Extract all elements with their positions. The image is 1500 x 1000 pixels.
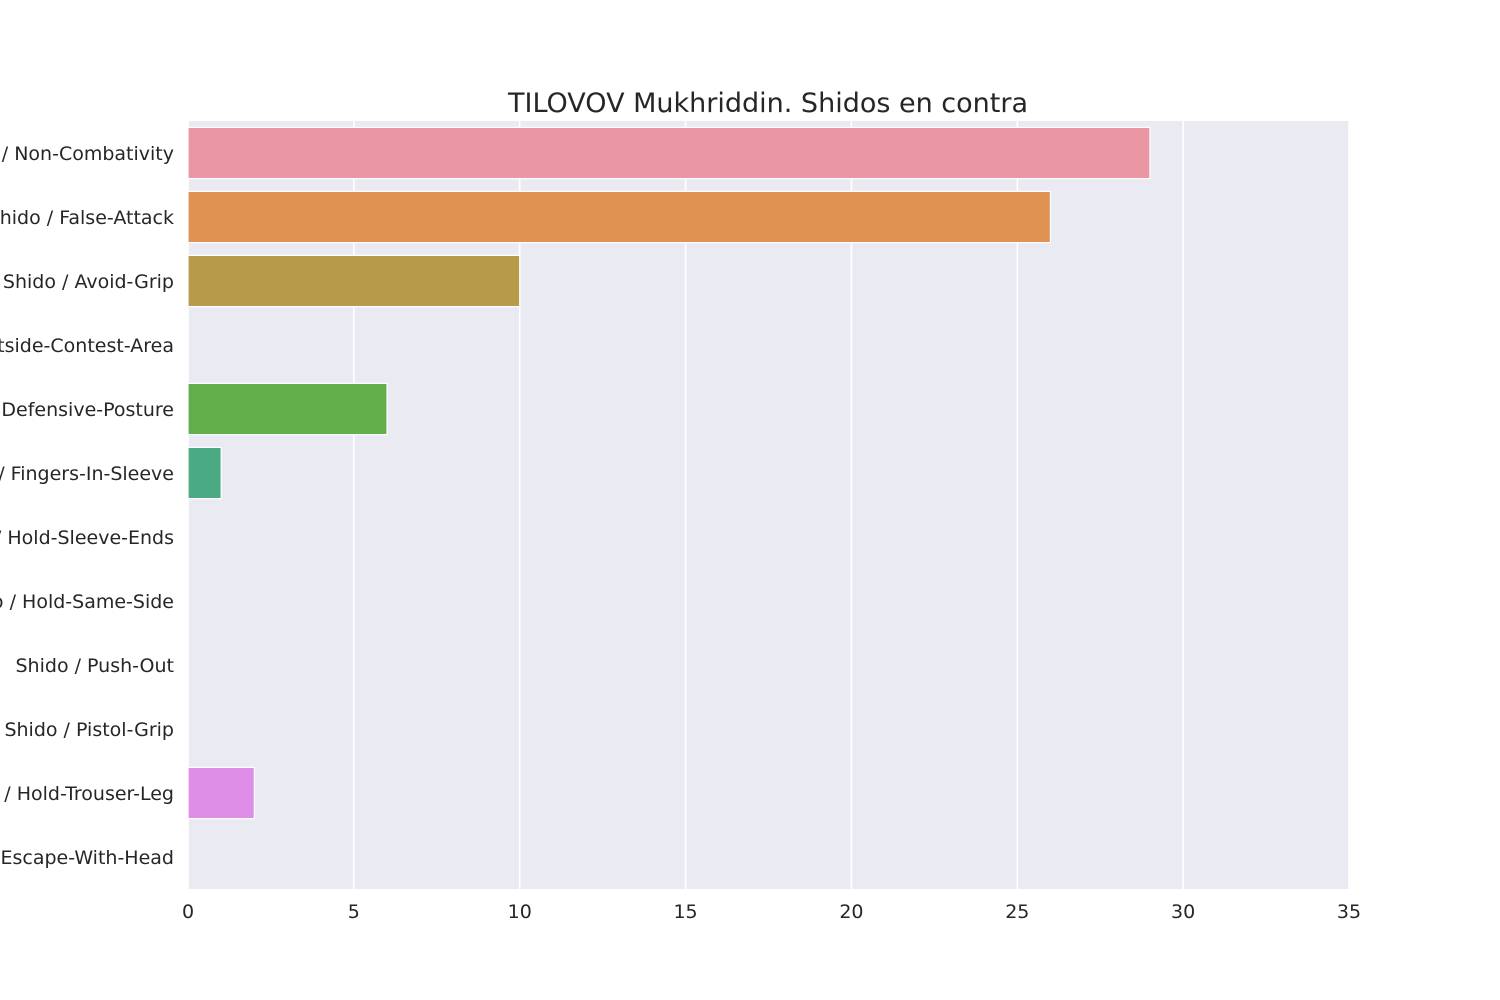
chart-title: TILOVOV Mukhriddin. Shidos en contra	[507, 88, 1028, 119]
bar	[187, 446, 222, 500]
grid-lines	[187, 121, 1350, 889]
bar	[187, 766, 255, 820]
y-tick-label: Shido / False-Attack	[0, 207, 174, 229]
bar	[187, 254, 521, 308]
bars	[187, 126, 1151, 820]
plot-area	[188, 121, 1349, 889]
y-tick-label: Shido / Fingers-In-Sleeve	[0, 463, 174, 485]
y-tick-label: Shido / Outside-Contest-Area	[0, 335, 174, 357]
y-tick-label: Shido / Escape-With-Head	[0, 847, 174, 869]
y-tick-label: Shido / Push-Out	[16, 655, 175, 677]
y-axis-tick-labels: Shido / Non-Combativity Shido / False-Att…	[0, 143, 174, 869]
y-tick-label: Shido / Pistol-Grip	[4, 719, 174, 741]
x-tick-label: 30	[1171, 901, 1195, 923]
y-tick-label: Shido / Hold-Trouser-Leg	[0, 783, 174, 805]
y-tick-label: Shido / Defensive-Posture	[0, 399, 174, 421]
x-axis-tick-labels: 0 5 10 15 20 25 30 35	[182, 901, 1361, 923]
y-tick-label: Shido / Hold-Same-Side	[0, 591, 174, 613]
bar	[187, 190, 1052, 244]
x-tick-label: 10	[508, 901, 532, 923]
bar	[187, 382, 388, 436]
x-tick-label: 0	[182, 901, 194, 923]
y-tick-label: Shido / Avoid-Grip	[3, 271, 174, 293]
y-tick-label: Shido / Hold-Sleeve-Ends	[0, 527, 174, 549]
y-tick-label: Shido / Non-Combativity	[0, 143, 174, 165]
x-tick-label: 35	[1337, 901, 1361, 923]
x-tick-label: 5	[348, 901, 360, 923]
x-tick-label: 15	[673, 901, 697, 923]
x-tick-label: 20	[839, 901, 863, 923]
bar	[187, 126, 1151, 180]
x-tick-label: 25	[1005, 901, 1029, 923]
